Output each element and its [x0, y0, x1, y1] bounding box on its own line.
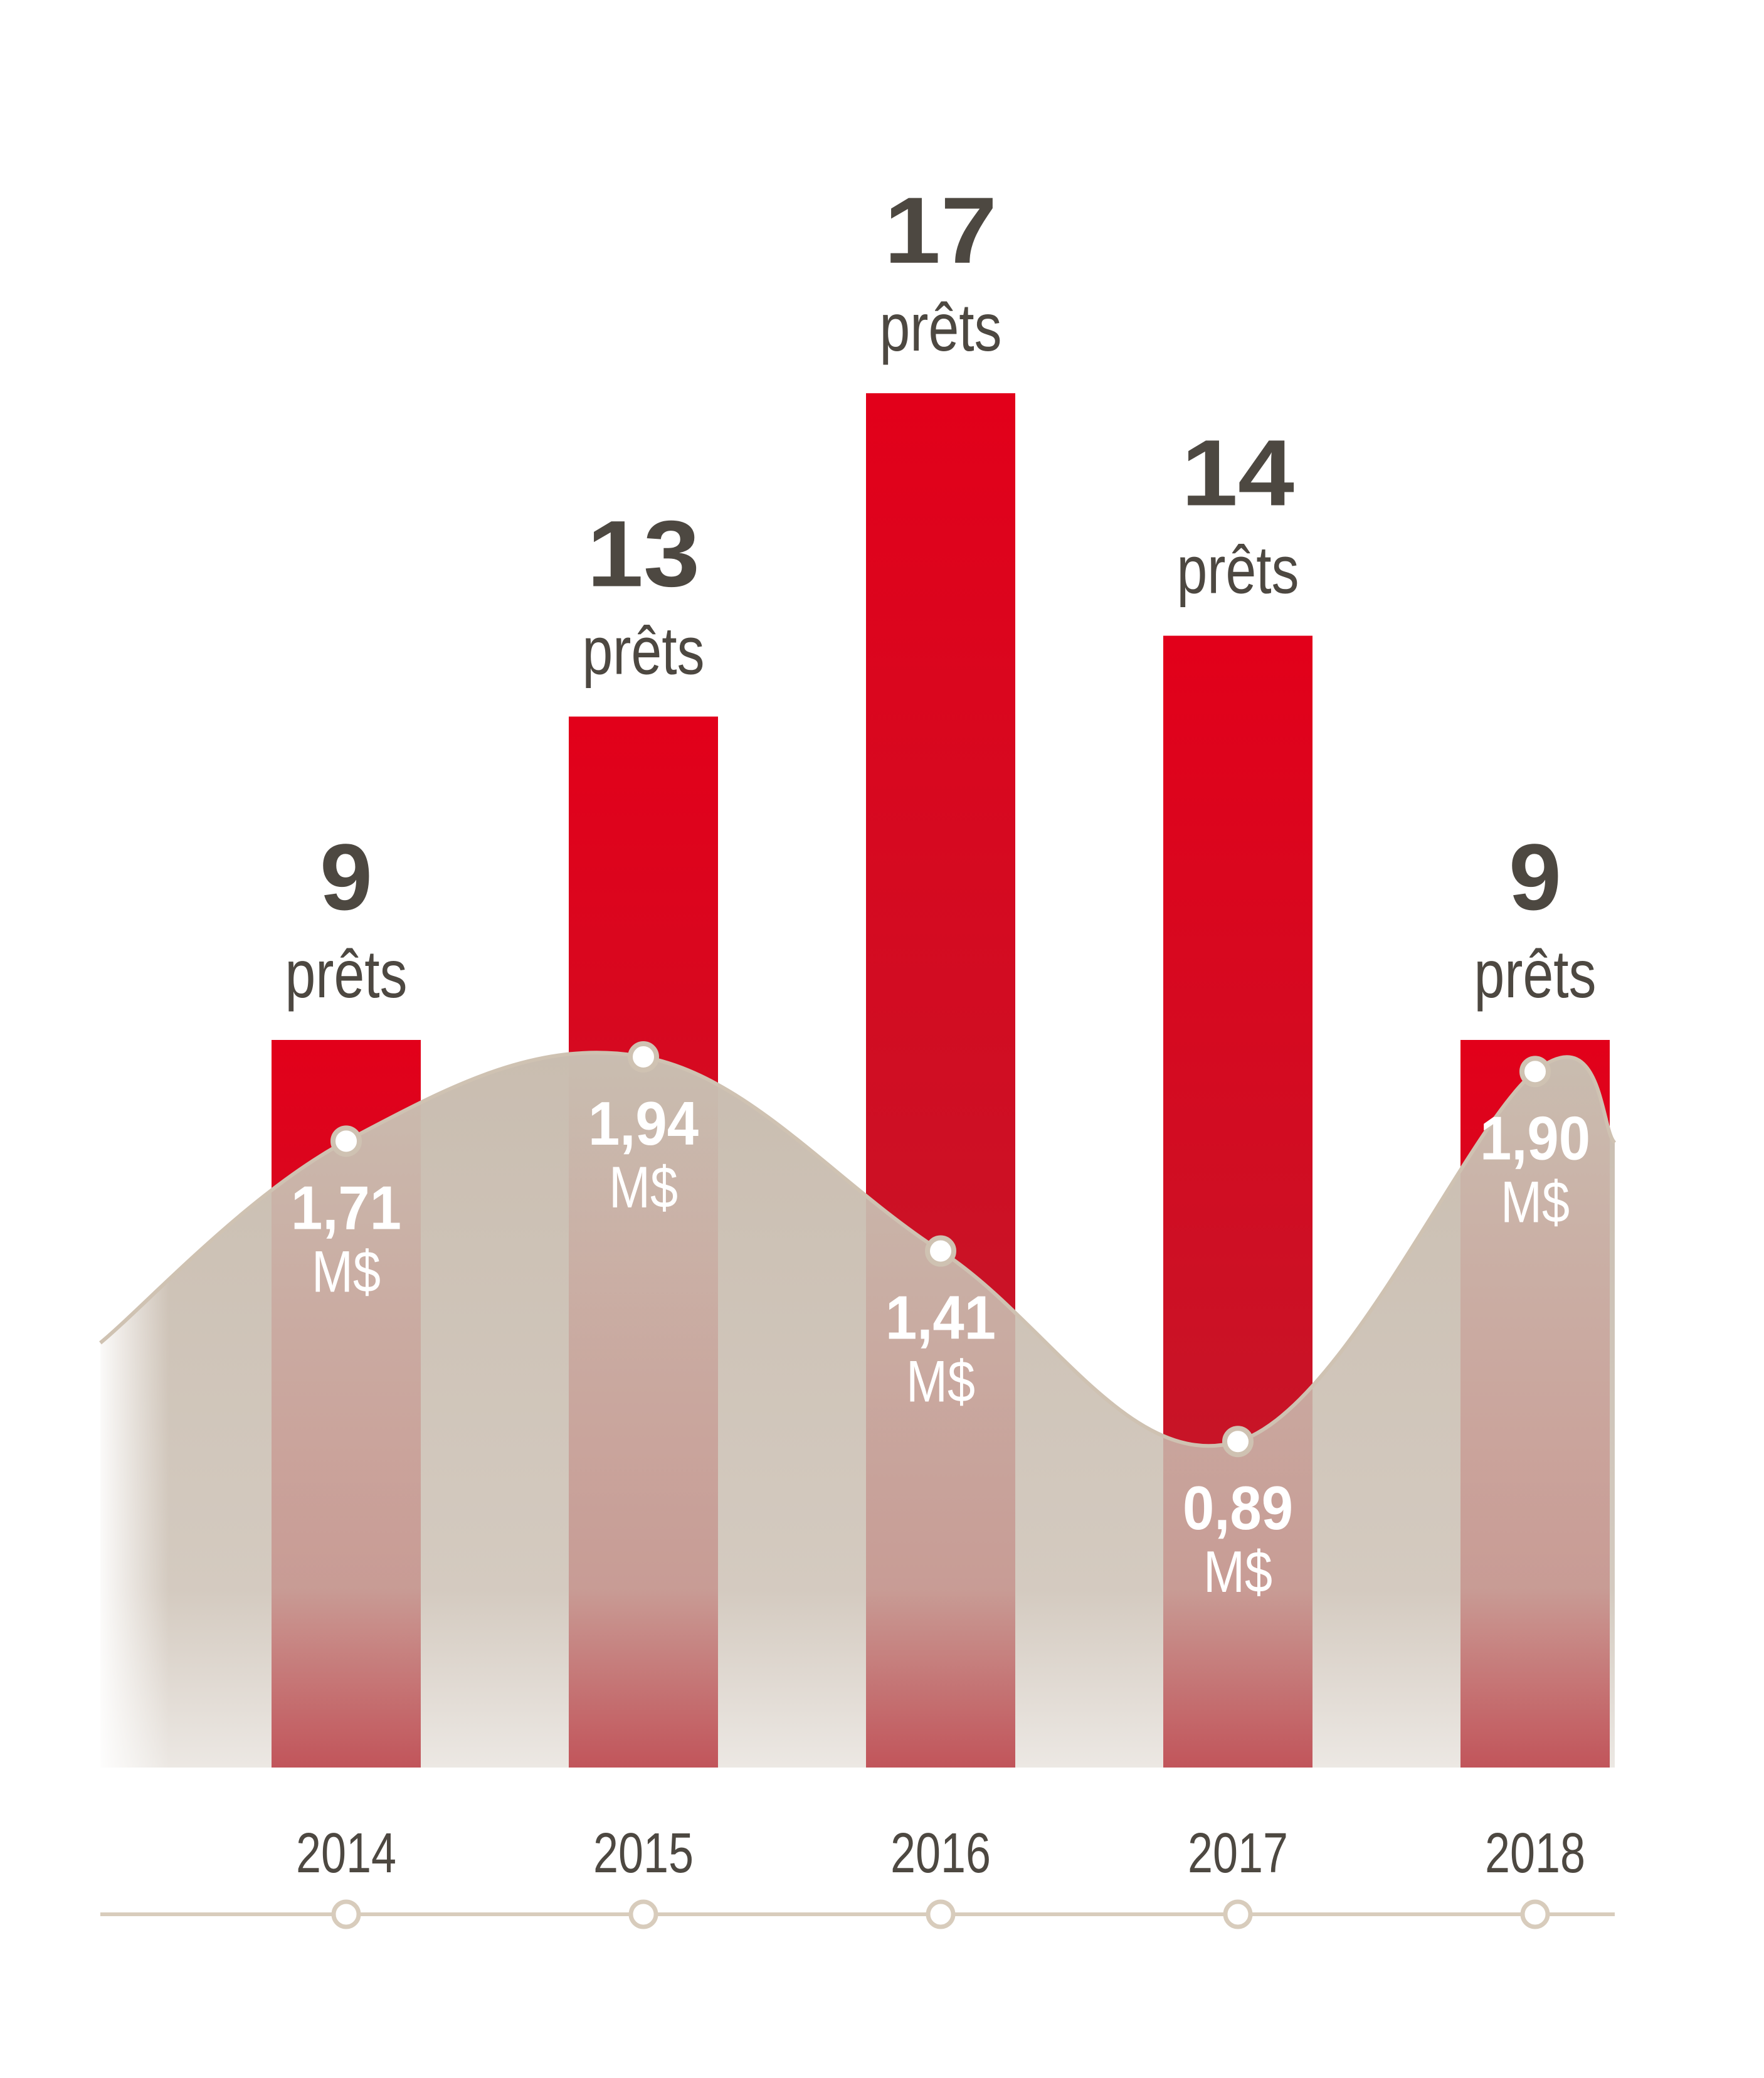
- value-point-2016: [925, 1235, 956, 1267]
- count-number-2016: 17: [884, 178, 997, 283]
- value-area-fill: [100, 1052, 1615, 1768]
- count-unit-2017: prêts: [1177, 532, 1299, 608]
- count-number-2015: 13: [587, 501, 700, 606]
- value-number-2015: 1,94: [588, 1089, 699, 1158]
- count-unit-2018: prêts: [1474, 936, 1597, 1012]
- count-number-2017: 14: [1181, 420, 1294, 526]
- axis-marker-2017: [1223, 1899, 1253, 1929]
- value-area-series: [94, 1041, 1617, 1775]
- axis-marker-2018: [1520, 1899, 1550, 1929]
- value-number-2018: 1,90: [1480, 1103, 1590, 1172]
- value-number-2016: 1,41: [885, 1283, 996, 1352]
- value-point-2017: [1222, 1426, 1254, 1458]
- value-unit-2015: M$: [609, 1154, 678, 1220]
- axis-marker-2014: [331, 1899, 361, 1929]
- value-unit-2016: M$: [906, 1349, 975, 1414]
- count-unit-2016: prêts: [880, 289, 1002, 365]
- value-unit-2014: M$: [312, 1238, 381, 1304]
- value-number-2017: 0,89: [1183, 1473, 1293, 1542]
- area-left-fade: [94, 1192, 169, 1775]
- value-point-2014: [330, 1125, 362, 1157]
- value-labels: 1,71M$1,94M$1,41M$0,89M$1,90M$: [291, 1089, 1590, 1604]
- count-unit-2015: prêts: [583, 612, 705, 688]
- axis-marker-2015: [628, 1899, 658, 1929]
- axis-marker-2016: [926, 1899, 956, 1929]
- value-point-2015: [628, 1041, 659, 1073]
- year-label-2016: 2016: [890, 1822, 991, 1885]
- value-unit-2017: M$: [1203, 1539, 1272, 1604]
- value-unit-2018: M$: [1501, 1169, 1570, 1234]
- value-point-2018: [1519, 1056, 1551, 1088]
- x-axis: 2014 2015 2016 2017 2018: [100, 1822, 1615, 1929]
- year-label-2017: 2017: [1188, 1822, 1288, 1885]
- count-unit-2014: prêts: [285, 936, 408, 1012]
- value-number-2014: 1,71: [291, 1173, 401, 1242]
- count-number-2018: 9: [1509, 824, 1561, 930]
- year-label-2018: 2018: [1485, 1822, 1585, 1885]
- year-label-2014: 2014: [296, 1822, 396, 1885]
- year-label-2015: 2015: [593, 1822, 694, 1885]
- count-number-2014: 9: [320, 824, 372, 930]
